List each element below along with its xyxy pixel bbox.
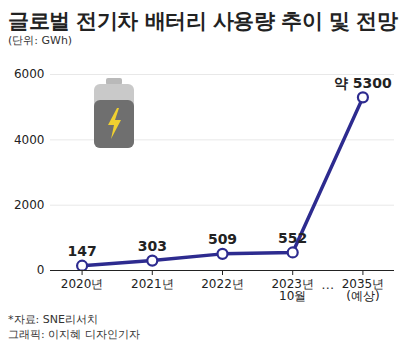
svg-text:2023년10월: 2023년10월 (271, 277, 314, 303)
svg-text:2021년: 2021년 (131, 277, 174, 291)
svg-text:2035년(예상): 2035년(예상) (342, 277, 385, 303)
svg-text:147: 147 (67, 243, 96, 259)
svg-text:509: 509 (208, 231, 237, 247)
svg-text:…: … (321, 277, 334, 292)
svg-text:2000: 2000 (14, 198, 45, 212)
svg-text:2020년: 2020년 (61, 277, 104, 291)
html-text:글로벌 전기차 배터리 사용량 추이 및 전망: 글로벌 전기차 배터리 사용량 추이 및 전망 (8, 9, 398, 33)
html-text:*자료: SNE리서치: *자료: SNE리서치 (8, 313, 98, 326)
svg-text:552: 552 (278, 230, 307, 246)
svg-text:4000: 4000 (14, 133, 45, 147)
svg-text:6000: 6000 (14, 67, 45, 81)
svg-text:2022년: 2022년 (201, 277, 244, 291)
html-text:(단위: GWh): (단위: GWh) (8, 34, 73, 47)
svg-text:약 5300: 약 5300 (334, 75, 392, 91)
svg-text:303: 303 (138, 238, 167, 254)
html-text:그래픽: 이지혜 디자인기자: 그래픽: 이지혜 디자인기자 (8, 328, 140, 341)
svg-text:0: 0 (37, 263, 45, 277)
